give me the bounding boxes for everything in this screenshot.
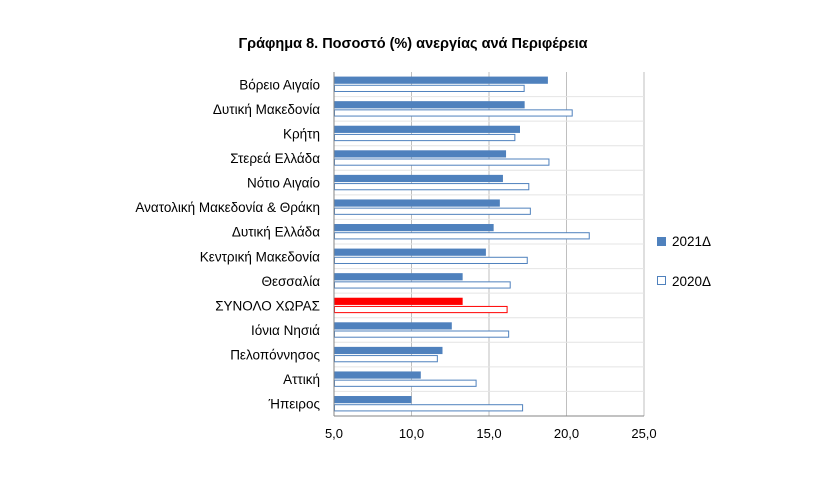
category-label: Πελοπόννησος	[230, 348, 320, 363]
legend-swatch-2021	[657, 237, 666, 246]
category-label: Θεσσαλία	[261, 274, 320, 289]
category-label: Κεντρική Μακεδονία	[200, 249, 320, 264]
legend-label-2020: 2020Δ	[672, 274, 711, 289]
x-tick-label: 25,0	[631, 426, 656, 441]
bar-2021	[334, 346, 443, 355]
x-tick-label: 10,0	[399, 426, 424, 441]
bar-2021	[334, 101, 525, 109]
bar-2020	[334, 109, 573, 117]
category-label: Ανατολική Μακεδονία & Θράκη	[135, 200, 320, 215]
bar-2020	[334, 305, 508, 314]
bar-2021	[334, 174, 503, 183]
bar-2020	[334, 183, 530, 191]
category-label: Δυτική Μακεδονία	[213, 102, 320, 117]
gridlines	[334, 72, 645, 416]
bar-2020	[334, 379, 477, 387]
category-label: Νότιο Αιγαίο	[247, 176, 320, 191]
chart-title: Γράφημα 8. Ποσοστό (%) ανεργίας ανά Περι…	[238, 36, 588, 52]
bar-2021	[334, 322, 452, 330]
legend: 2021Δ 2020Δ	[657, 234, 711, 289]
bar-2020	[334, 133, 516, 142]
legend-label-2021: 2021Δ	[672, 234, 711, 249]
bar-2020	[334, 330, 510, 338]
bar-2020	[334, 232, 590, 240]
axes	[333, 72, 644, 417]
x-tick-label: 5,0	[325, 426, 343, 441]
bar-2020	[334, 207, 531, 215]
bar-2020	[334, 256, 528, 264]
bar-2021	[334, 396, 412, 404]
bar-2021	[334, 297, 463, 305]
category-label: Ήπειρος	[268, 397, 321, 412]
bar-2021	[334, 371, 421, 379]
category-label: Κρήτη	[283, 126, 320, 141]
category-label: Στερεά Ελλάδα	[230, 151, 320, 166]
bar-2021	[334, 248, 486, 256]
bar-2021	[334, 125, 520, 133]
category-label: Δυτική Ελλάδα	[232, 225, 320, 240]
x-tick-label: 20,0	[554, 426, 579, 441]
category-label: ΣΥΝΟΛΟ ΧΩΡΑΣ	[215, 298, 320, 313]
bar-2021	[334, 199, 500, 207]
bar-2021	[334, 150, 507, 158]
bars	[334, 76, 590, 412]
tick-labels: 5,0 10,0 15,0 20,0 25,0	[325, 426, 657, 441]
category-label: Βόρειο Αιγαίο	[239, 77, 320, 92]
category-label: Ιόνια Νησιά	[251, 323, 320, 338]
x-tick-label: 15,0	[476, 426, 501, 441]
bar-2020	[334, 355, 438, 363]
category-labels: Βόρειο Αιγαίο Δυτική Μακεδονία Κρήτη Στερεά…	[135, 77, 320, 411]
bar-2021	[334, 224, 494, 232]
bar-2021	[334, 273, 463, 281]
legend-swatch-2020	[657, 276, 666, 285]
bar-2020	[334, 404, 524, 412]
category-label: Αττική	[283, 372, 320, 387]
bar-2021	[334, 76, 548, 84]
bar-2020	[334, 84, 525, 92]
bar-2020	[334, 281, 511, 289]
bar-2020	[334, 158, 550, 166]
